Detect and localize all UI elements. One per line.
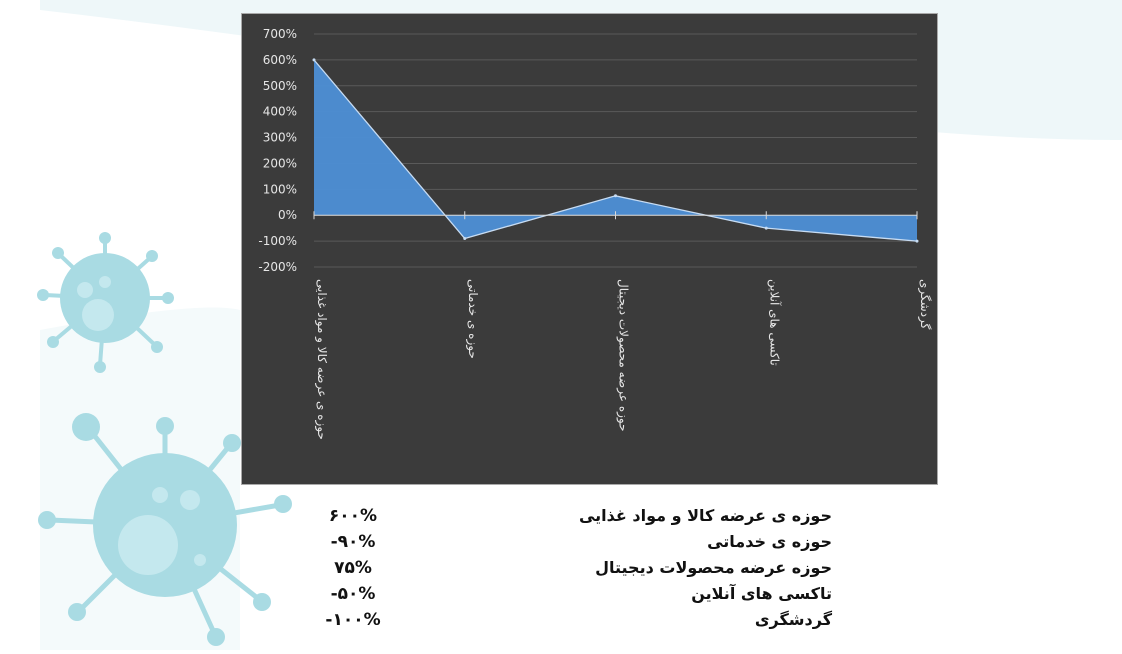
x-tick-label: گردشگری bbox=[917, 279, 932, 330]
y-tick-label: 600% bbox=[263, 53, 297, 67]
y-tick-label: -100% bbox=[258, 234, 297, 248]
y-tick-label: -200% bbox=[258, 260, 297, 274]
x-tick-label: تاکسی های آنلاین bbox=[766, 279, 782, 366]
summary-value: -۱۰۰% bbox=[325, 610, 381, 630]
summary-value: ۷۵% bbox=[334, 558, 372, 578]
data-point bbox=[463, 237, 467, 241]
area-series bbox=[314, 59, 917, 242]
virus-large-icon bbox=[38, 413, 292, 646]
y-tick-label: 400% bbox=[263, 105, 297, 119]
y-tick-label: 300% bbox=[263, 131, 297, 145]
summary-label: تاکسی های آنلاین bbox=[691, 584, 832, 603]
data-point bbox=[915, 239, 919, 243]
summary-label: حوزه عرضه محصولات دیجیتال bbox=[595, 558, 832, 577]
chart-panel: 700% 600% 500% 400% 300% 200% 100% 0% -100% -200%… bbox=[241, 13, 938, 485]
y-tick-label: 700% bbox=[263, 27, 297, 41]
area-chart: 700% 600% 500% 400% 300% 200% 100% 0% -100% -200%… bbox=[258, 27, 932, 440]
summary-value: ۶۰۰% bbox=[328, 506, 378, 526]
summary-label: گردشگری bbox=[754, 610, 832, 629]
data-point bbox=[312, 58, 316, 62]
summary-values-list: ۶۰۰% -۹۰% ۷۵% -۵۰% -۱۰۰% bbox=[318, 503, 388, 633]
summary-label: حوزه ی خدماتی bbox=[707, 532, 832, 551]
virus-small-icon bbox=[37, 232, 174, 373]
summary-labels-list: حوزه ی عرضه کالا و مواد غذایی حوزه ی خدم… bbox=[560, 503, 832, 633]
data-point bbox=[764, 226, 768, 230]
data-point bbox=[614, 194, 617, 198]
y-tick-label: 0% bbox=[278, 208, 297, 222]
y-tick-label: 500% bbox=[263, 79, 297, 93]
summary-value: -۵۰% bbox=[330, 584, 376, 604]
x-tick-label: حوزه عرضه محصولات دیجیتال bbox=[616, 279, 631, 432]
x-tick-label: حوزه ی عرضه کالا و مواد غذایی bbox=[314, 279, 329, 440]
y-tick-label: 100% bbox=[263, 182, 297, 196]
y-tick-label: 200% bbox=[263, 156, 297, 170]
summary-label: حوزه ی عرضه کالا و مواد غذایی bbox=[578, 506, 832, 525]
x-tick-label: حوزه ی خدماتی bbox=[465, 279, 480, 359]
summary-value: -۹۰% bbox=[330, 532, 376, 552]
